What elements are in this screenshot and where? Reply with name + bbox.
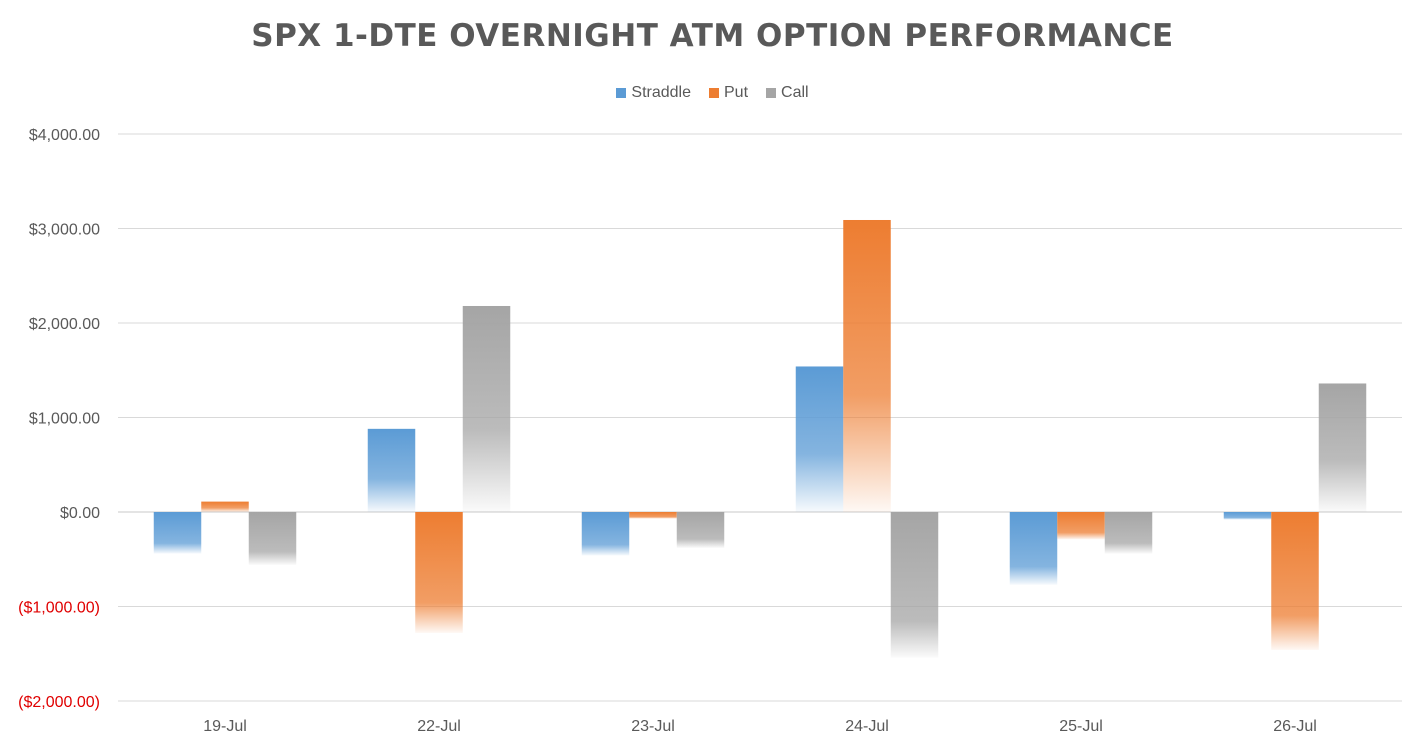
y-tick-label: $1,000.00 <box>29 411 100 428</box>
bar-put-23-jul <box>629 512 677 519</box>
x-tick-label-26-jul: 26-Jul <box>1273 718 1317 735</box>
legend-swatch-call <box>766 88 777 98</box>
x-tick-label-22-jul: 22-Jul <box>417 718 461 735</box>
legend-label-put: Put <box>724 84 749 101</box>
bar-call-23-jul <box>676 512 725 548</box>
bar-call-24-jul <box>890 512 939 658</box>
bar-put-24-jul <box>843 219 891 512</box>
bar-straddle-25-jul <box>1009 512 1058 585</box>
bar-straddle-23-jul <box>581 512 630 556</box>
x-tick-label-23-jul: 23-Jul <box>631 718 675 735</box>
legend-label-straddle: Straddle <box>631 84 691 101</box>
legend-item-put: Put <box>709 84 748 102</box>
legend-item-straddle: Straddle <box>616 84 691 102</box>
bar-put-26-jul <box>1271 512 1319 650</box>
bar-straddle-19-jul <box>153 512 202 554</box>
x-tick-label-25-jul: 25-Jul <box>1059 718 1103 735</box>
bar-call-19-jul <box>248 512 297 565</box>
x-tick-label-24-jul: 24-Jul <box>845 718 889 735</box>
legend-swatch-put <box>709 88 719 98</box>
x-tick-label-19-jul: 19-Jul <box>203 718 247 735</box>
legend-label-call: Call <box>781 84 809 101</box>
bar-call-26-jul <box>1318 383 1367 512</box>
y-tick-label: $2,000.00 <box>29 316 100 333</box>
legend-swatch-straddle <box>616 88 627 98</box>
bar-straddle-26-jul <box>1223 512 1272 520</box>
bar-call-22-jul <box>462 305 511 512</box>
bar-put-25-jul <box>1057 512 1105 540</box>
y-tick-label: ($1,000.00) <box>18 600 100 617</box>
bar-put-22-jul <box>415 512 463 633</box>
legend-item-call: Call <box>766 84 809 102</box>
bar-call-25-jul <box>1104 512 1153 554</box>
bar-straddle-24-jul <box>795 366 844 512</box>
y-tick-label: $4,000.00 <box>29 127 100 144</box>
bar-layer <box>153 219 1367 658</box>
bar-straddle-22-jul <box>367 428 416 512</box>
y-tick-label: ($2,000.00) <box>18 694 100 711</box>
bar-put-19-jul <box>201 501 249 512</box>
y-tick-label: $0.00 <box>60 505 100 522</box>
grid-layer <box>118 133 1402 702</box>
chart-legend: Straddle Put Call <box>0 84 1425 102</box>
chart-title: SPX 1-DTE OVERNIGHT ATM OPTION PERFORMAN… <box>251 18 1174 54</box>
axis-layer: $4,000.00 $3,000.00 $2,000.00 $1,000.00 $0.0… <box>18 127 1317 735</box>
y-tick-label: $3,000.00 <box>29 222 100 239</box>
